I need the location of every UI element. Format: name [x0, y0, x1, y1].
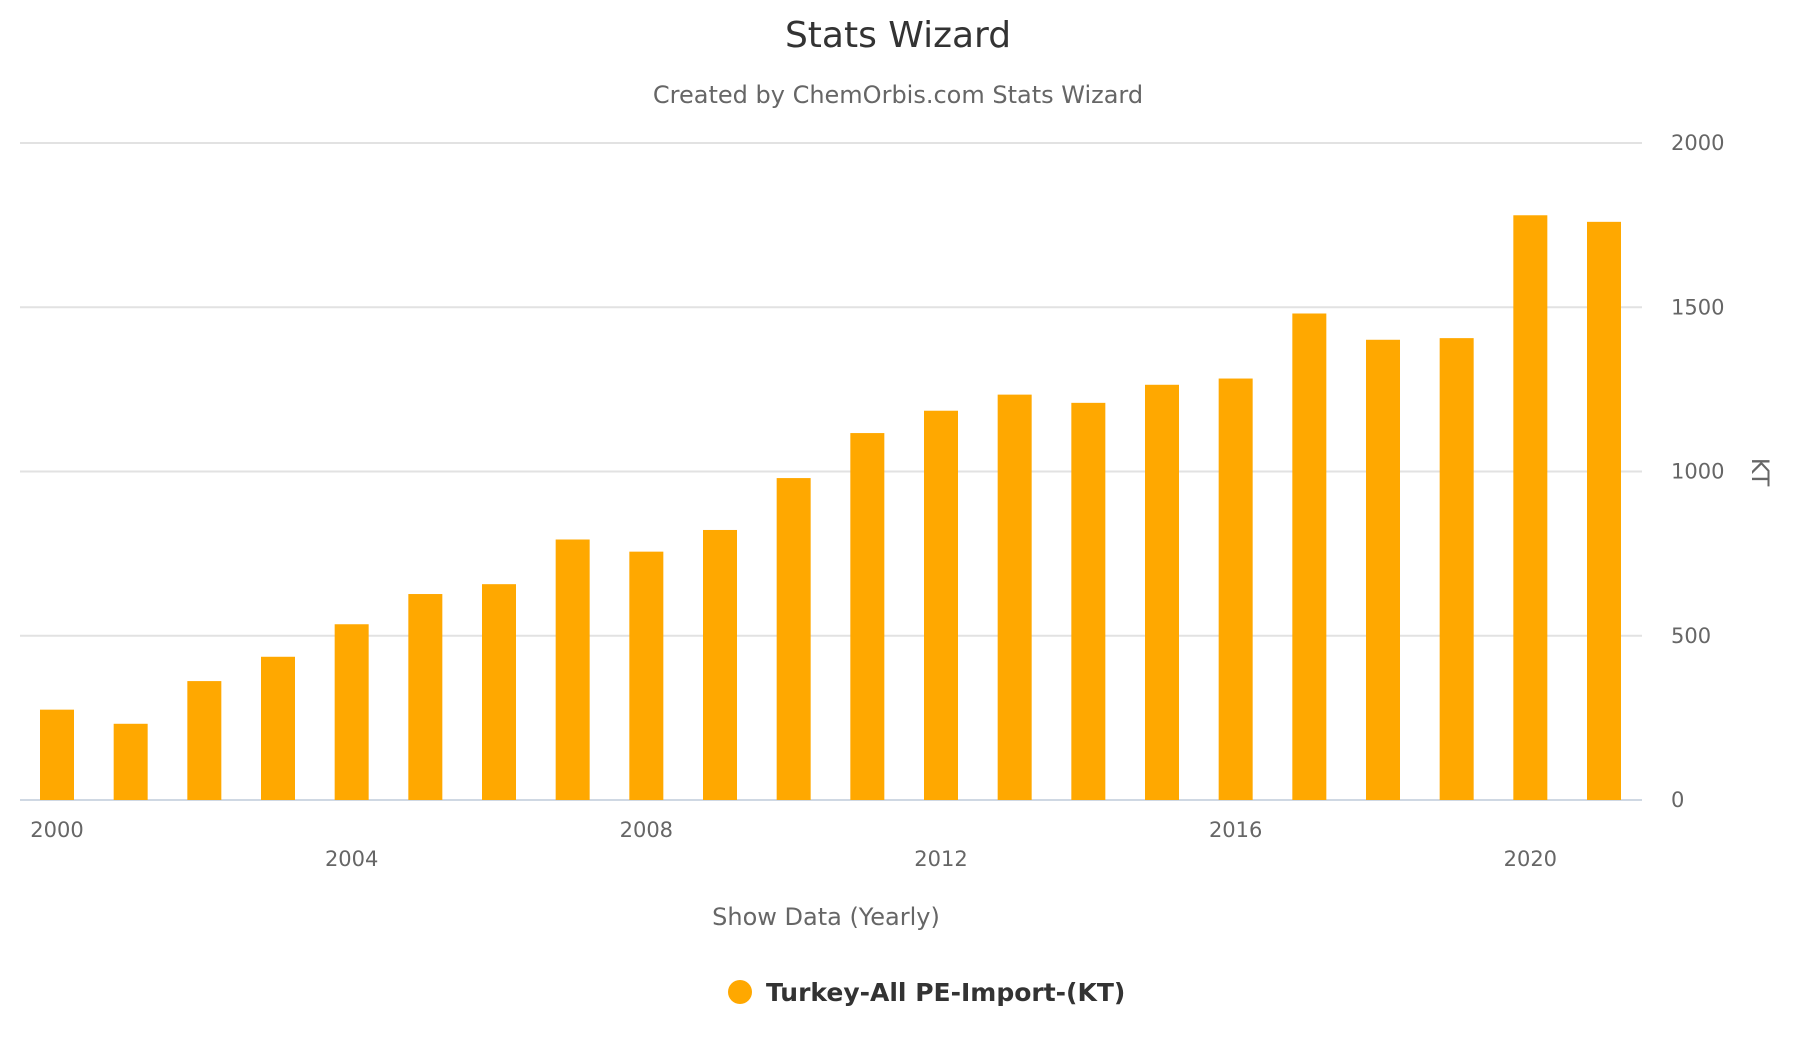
bar-2003[interactable]	[261, 656, 295, 800]
bar-2016[interactable]	[1218, 378, 1253, 800]
legend[interactable]: Turkey-All PE-Import-(KT)	[728, 978, 1125, 1007]
legend-marker-icon	[728, 980, 752, 1004]
bar-2021[interactable]	[1587, 221, 1621, 801]
chart-subtitle: Created by ChemOrbis.com Stats Wizard	[653, 81, 1143, 109]
x-tick-label: 2012	[914, 847, 967, 871]
bar-2000[interactable]	[40, 709, 74, 800]
bar-2013[interactable]	[997, 394, 1032, 800]
y-tick-label: 2000	[1671, 131, 1724, 155]
bar-2001[interactable]	[113, 723, 148, 800]
bar-2012[interactable]	[924, 410, 958, 800]
x-tick-label: 2020	[1504, 847, 1557, 871]
bar-2010[interactable]	[776, 478, 811, 800]
bar-2019[interactable]	[1439, 338, 1474, 800]
y-tick-label: 1000	[1671, 460, 1724, 484]
bar-2009[interactable]	[703, 529, 737, 800]
bar-2004[interactable]	[334, 624, 369, 800]
x-tick-label: 2016	[1209, 818, 1262, 842]
y-tick-label: 1500	[1671, 295, 1724, 319]
x-tick-label: 2008	[620, 818, 673, 842]
bars-layer	[40, 215, 1621, 801]
chart-title: Stats Wizard	[785, 15, 1011, 56]
bar-2007[interactable]	[555, 539, 590, 800]
y-tick-label: 0	[1671, 788, 1684, 812]
legend-label: Turkey-All PE-Import-(KT)	[766, 978, 1125, 1007]
bar-2020[interactable]	[1513, 215, 1548, 800]
bar-2014[interactable]	[1071, 402, 1106, 800]
y-tick-label: 500	[1671, 624, 1711, 648]
x-axis-title: Show Data (Yearly)	[712, 903, 940, 931]
y-axis-title: KT	[1746, 458, 1774, 487]
bar-2005[interactable]	[408, 594, 443, 800]
y-axis-ticks: 0 500 1000 1500 2000	[1671, 131, 1724, 812]
bar-2002[interactable]	[187, 681, 222, 800]
x-tick-label: 2000	[30, 818, 83, 842]
x-axis-ticks: 2000 2004 2008 2012 2016 2020	[30, 818, 1557, 871]
bar-2008[interactable]	[629, 551, 664, 800]
bar-2018[interactable]	[1366, 339, 1400, 800]
bar-2017[interactable]	[1292, 313, 1327, 800]
bar-2011[interactable]	[850, 433, 885, 800]
x-tick-label: 2004	[325, 847, 378, 871]
bar-2006[interactable]	[482, 584, 516, 800]
bar-2015[interactable]	[1145, 384, 1179, 800]
